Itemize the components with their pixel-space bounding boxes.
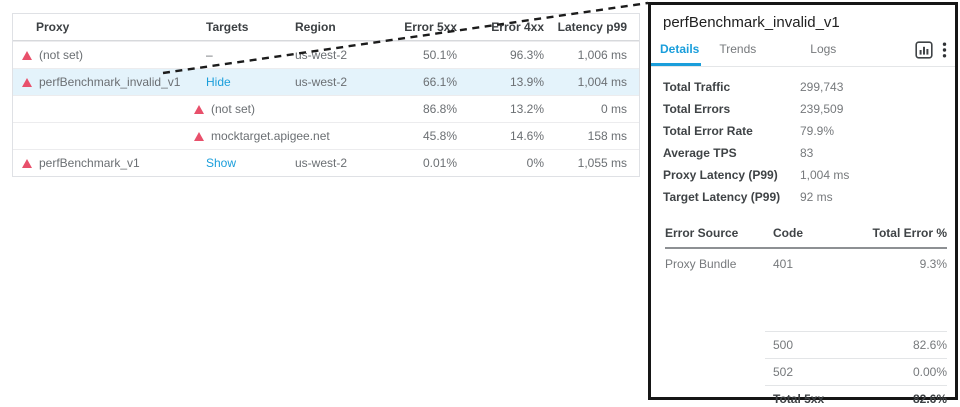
region-cell: us-west-2 xyxy=(295,75,348,89)
metric-label: Total Errors xyxy=(663,102,731,116)
warning-icon xyxy=(22,77,32,87)
error-pct-cell: 82.6% xyxy=(912,338,947,352)
warning-icon xyxy=(22,158,32,168)
latency-p99-cell: 158 ms xyxy=(587,129,627,143)
metric-value: 92 ms xyxy=(800,190,833,204)
error-source-table: Error Source Code Total Error % Proxy Bu… xyxy=(665,218,947,407)
proxy-name: (not set) xyxy=(39,48,84,62)
metric-total-errors: Total Errors 239,509 xyxy=(663,98,943,120)
table-row-target-mocktarget[interactable]: mocktarget.apigee.net 45.8% 14.6% 158 ms xyxy=(13,122,639,149)
bar-chart-icon[interactable] xyxy=(915,41,933,59)
metric-target-latency: Target Latency (P99) 92 ms xyxy=(663,186,943,208)
metric-label: Average TPS xyxy=(663,146,737,160)
warning-icon xyxy=(194,104,204,114)
metric-label: Proxy Latency (P99) xyxy=(663,168,778,182)
tab-details[interactable]: Details xyxy=(651,34,702,66)
error-pct-cell: 0.00% xyxy=(912,365,947,379)
metric-proxy-latency: Proxy Latency (P99) 1,004 ms xyxy=(663,164,943,186)
error-table-header: Error Source Code Total Error % xyxy=(665,218,947,249)
tab-logs[interactable]: Logs xyxy=(810,41,837,56)
region-cell: us-west-2 xyxy=(295,156,348,170)
metric-total-traffic: Total Traffic 299,743 xyxy=(663,76,943,98)
metric-label: Total Traffic xyxy=(663,80,731,94)
warning-icon xyxy=(22,50,32,60)
metric-label: Target Latency (P99) xyxy=(663,190,781,204)
region-cell: us-west-2 xyxy=(295,48,348,62)
targets-cell: – xyxy=(206,48,213,62)
column-header-targets: Targets xyxy=(206,20,249,34)
kebab-menu-icon[interactable] xyxy=(942,41,947,59)
detail-tabs: Details Trends Logs xyxy=(651,34,955,67)
error-row-total-5xx: Total 5xx 82.6% xyxy=(765,385,947,407)
error-4xx-cell: 0% xyxy=(526,156,544,170)
code-cell: 502 xyxy=(773,365,794,379)
total-5xx-pct: 82.6% xyxy=(912,392,947,406)
warning-icon xyxy=(194,131,204,141)
code-cell: 500 xyxy=(773,338,794,352)
metric-label: Total Error Rate xyxy=(663,124,753,138)
column-header-error4xx: Error 4xx xyxy=(491,20,544,34)
error-4xx-cell: 13.2% xyxy=(509,102,544,116)
error-table-spacer xyxy=(665,279,947,331)
error-5xx-cell: 45.8% xyxy=(422,129,457,143)
panel-title: perfBenchmark_invalid_v1 xyxy=(663,14,840,31)
total-5xx-label: Total 5xx xyxy=(773,392,825,406)
column-header-region: Region xyxy=(295,20,336,34)
metrics-list: Total Traffic 299,743 Total Errors 239,5… xyxy=(651,67,955,208)
tab-trends[interactable]: Trends xyxy=(719,41,757,56)
error-pct-cell: 9.3% xyxy=(919,257,947,271)
proxy-detail-panel: perfBenchmark_invalid_v1 Details Trends … xyxy=(648,2,958,406)
error-4xx-cell: 13.9% xyxy=(509,75,544,89)
error-5xx-cell: 0.01% xyxy=(422,156,457,170)
error-5xx-cell: 86.8% xyxy=(422,102,457,116)
proxy-table-header: Proxy Targets Region Error 5xx Error 4xx… xyxy=(13,14,639,41)
column-header-proxy: Proxy xyxy=(36,20,70,34)
table-row-perfbenchmark-v1[interactable]: perfBenchmark_v1 Show us-west-2 0.01% 0%… xyxy=(13,149,639,176)
metric-total-error-rate: Total Error Rate 79.9% xyxy=(663,120,943,142)
error-4xx-cell: 14.6% xyxy=(509,129,544,143)
table-row-proxy-not-set[interactable]: (not set) – us-west-2 50.1% 96.3% 1,006 … xyxy=(13,41,639,68)
hide-targets-link[interactable]: Hide xyxy=(206,75,231,89)
metric-value: 79.9% xyxy=(800,124,835,138)
show-targets-link[interactable]: Show xyxy=(206,156,237,170)
target-name: (not set) xyxy=(211,102,256,116)
latency-p99-cell: 1,006 ms xyxy=(577,48,627,62)
metric-value: 239,509 xyxy=(800,102,844,116)
error-5xx-cell: 66.1% xyxy=(422,75,457,89)
column-header-error-source: Error Source xyxy=(665,226,739,240)
error-row-proxy-bundle-401: Proxy Bundle 401 9.3% xyxy=(665,249,947,279)
error-5xx-cell: 50.1% xyxy=(422,48,457,62)
metric-average-tps: Average TPS 83 xyxy=(663,142,943,164)
proxy-table: Proxy Targets Region Error 5xx Error 4xx… xyxy=(12,13,640,177)
table-row-target-not-set[interactable]: (not set) 86.8% 13.2% 0 ms xyxy=(13,95,639,122)
metric-value: 83 xyxy=(800,146,814,160)
error-row-502: 502 0.00% xyxy=(765,358,947,385)
error-source-cell: Proxy Bundle xyxy=(665,257,737,271)
proxy-name: perfBenchmark_invalid_v1 xyxy=(39,75,181,89)
error-row-500: 500 82.6% xyxy=(765,331,947,358)
metric-value: 299,743 xyxy=(800,80,844,94)
column-header-latency-p99: Latency p99 xyxy=(557,20,627,34)
target-name: mocktarget.apigee.net xyxy=(211,129,330,143)
column-header-total-error-pct: Total Error % xyxy=(872,226,947,240)
latency-p99-cell: 1,004 ms xyxy=(577,75,627,89)
column-header-error5xx: Error 5xx xyxy=(404,20,457,34)
latency-p99-cell: 1,055 ms xyxy=(577,156,627,170)
column-header-code: Code xyxy=(773,226,803,240)
table-row-perfbenchmark-invalid-v1[interactable]: perfBenchmark_invalid_v1 Hide us-west-2 … xyxy=(13,68,639,95)
proxy-name: perfBenchmark_v1 xyxy=(39,156,140,170)
metric-value: 1,004 ms xyxy=(800,168,850,182)
latency-p99-cell: 0 ms xyxy=(600,102,627,116)
code-cell: 401 xyxy=(773,257,794,271)
error-4xx-cell: 96.3% xyxy=(509,48,544,62)
